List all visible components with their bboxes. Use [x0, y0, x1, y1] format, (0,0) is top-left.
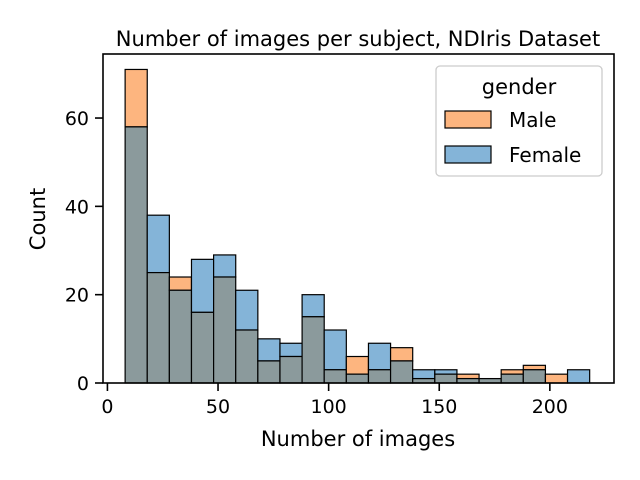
y-tick-label: 40	[65, 196, 89, 218]
legend: gender Male Female	[435, 65, 603, 177]
bar-overlap	[522, 369, 547, 384]
y-tick-label: 20	[65, 285, 89, 307]
legend-label-female: Female	[509, 143, 581, 167]
bars-layer	[124, 68, 591, 384]
bar-overlap	[235, 329, 259, 384]
bar-overlap	[257, 360, 281, 384]
y-tick-label: 60	[65, 108, 89, 130]
bar-upper	[412, 369, 436, 380]
bar-overlap	[124, 126, 148, 384]
axes-layer: 0 50 100 150 200 0 20 40 60	[65, 53, 615, 418]
plot-frame	[102, 53, 615, 384]
x-axis-label: Number of images	[261, 427, 455, 451]
bar-upper	[434, 369, 458, 375]
bar-overlap	[345, 373, 370, 384]
x-tick-label: 200	[532, 396, 568, 418]
legend-label-male: Male	[509, 108, 556, 132]
bar-upper	[257, 338, 281, 362]
legend-swatch-male	[444, 110, 492, 129]
bar-upper	[345, 355, 370, 375]
legend-swatch-female	[444, 145, 492, 164]
bar-overlap	[279, 355, 303, 384]
bar-upper	[367, 342, 392, 371]
bar-upper	[500, 369, 524, 375]
bar-upper	[323, 329, 347, 371]
x-tick-label: 50	[206, 396, 230, 418]
bar-overlap	[434, 373, 458, 384]
bar-upper	[279, 342, 303, 358]
bar-upper	[566, 369, 591, 384]
bar-upper	[235, 289, 259, 331]
bar-upper	[146, 214, 170, 274]
y-axis-label: Count	[26, 188, 50, 250]
bar-overlap	[301, 316, 325, 384]
bar-upper	[389, 347, 414, 362]
bar-overlap	[146, 271, 170, 384]
bar-upper	[301, 294, 325, 318]
bar-overlap	[389, 360, 414, 384]
bar-overlap	[500, 373, 524, 384]
bar-overlap	[168, 289, 193, 384]
bar-overlap	[213, 276, 237, 384]
bar-upper	[190, 258, 215, 313]
bar-overlap	[190, 311, 215, 384]
bar-overlap	[323, 369, 347, 384]
x-tick-label: 100	[311, 396, 347, 418]
bar-upper	[456, 373, 480, 380]
bar-upper	[213, 254, 237, 278]
bar-upper	[168, 276, 193, 291]
bar-upper	[522, 364, 547, 371]
bar-upper	[124, 68, 148, 128]
legend-title: gender	[482, 75, 557, 99]
chart-title: Number of images per subject, NDIris Dat…	[116, 27, 600, 51]
y-tick-label: 0	[77, 373, 89, 395]
bar-overlap	[367, 369, 392, 384]
x-tick-label: 150	[421, 396, 457, 418]
bar-upper	[544, 373, 569, 384]
x-tick-label: 0	[101, 396, 113, 418]
